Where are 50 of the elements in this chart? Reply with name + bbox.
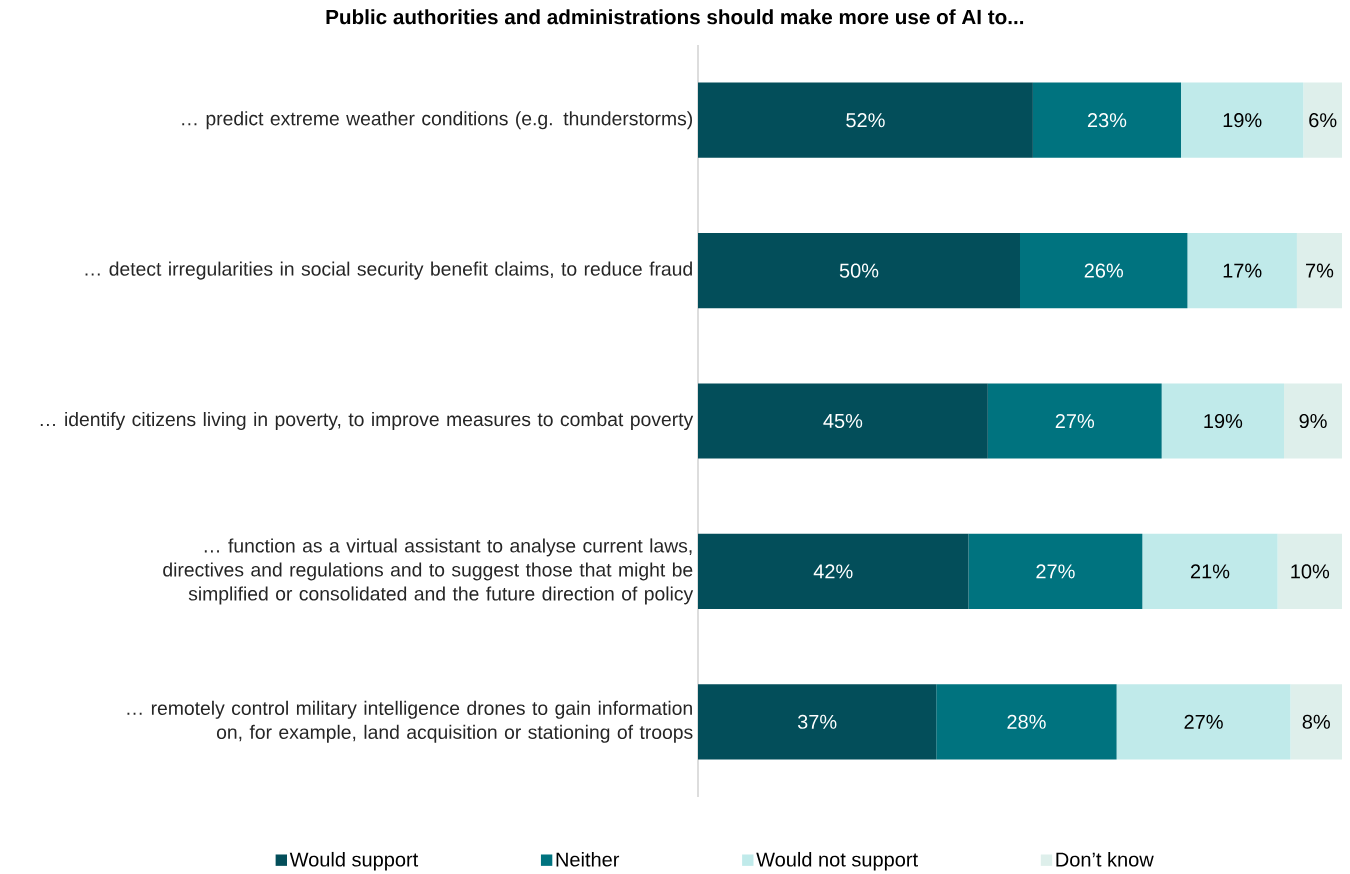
legend-label: Neither (556, 852, 620, 867)
data-label: 45% (823, 414, 863, 429)
data-label: 26% (1084, 263, 1124, 278)
data-label: 21% (1190, 564, 1230, 579)
data-label: 23% (1087, 113, 1127, 128)
bar (1290, 684, 1342, 760)
bar (1296, 233, 1342, 309)
bar (1032, 82, 1181, 158)
bar (968, 533, 1143, 610)
data-label: 19% (1204, 414, 1243, 429)
bar (698, 82, 1033, 158)
bar (1161, 383, 1285, 459)
bar (698, 383, 988, 459)
data-label: 6% (1309, 113, 1337, 128)
y-tick-label: … remotely control military intelligence drones to gain information on, for example, land acquisition or stationing of troops (127, 700, 693, 743)
bar (936, 684, 1117, 760)
data-label: 10% (1291, 564, 1330, 579)
data-label: 7% (1306, 263, 1334, 278)
bar (1303, 82, 1342, 158)
bar (698, 684, 937, 760)
legend-label: Don’t know (1056, 852, 1154, 867)
data-label: 42% (813, 564, 853, 579)
data-label: 17% (1223, 263, 1262, 278)
data-label: 27% (1184, 714, 1223, 729)
y-tick-label: … predict extreme weather conditions (e.g. thunderstorms) (182, 111, 693, 130)
chart-title: Public authorities and administrations should make more use of AI to... (326, 9, 1024, 25)
data-label: 27% (1036, 564, 1075, 579)
data-label: 28% (1007, 714, 1046, 729)
bar (1142, 533, 1278, 610)
bar (987, 383, 1162, 459)
bar (1020, 233, 1188, 309)
data-label: 19% (1223, 113, 1262, 128)
data-label: 52% (846, 113, 885, 128)
legend-label: Would support (289, 852, 419, 871)
data-label: 27% (1055, 414, 1095, 429)
bar (1284, 383, 1342, 459)
y-tick-label: … function as a virtual assistant to analyse current laws, directives and regulations and to suggest those that might be simplified or consolidated and the future direction of policy (163, 538, 694, 605)
bar (698, 533, 969, 610)
bar (1187, 233, 1297, 309)
data-label: 50% (839, 263, 879, 278)
data-label: 8% (1302, 714, 1330, 729)
data-label: 9% (1299, 414, 1327, 429)
bar (1277, 533, 1342, 610)
y-tick-label: … identify citizens living in poverty, to improve measures to combat poverty (40, 412, 694, 431)
y-tick-label: … detect irregularities in social security benefit claims, to reduce fraud (85, 261, 692, 280)
bar (698, 233, 1020, 309)
bar (1181, 82, 1304, 158)
data-label: 37% (797, 714, 837, 729)
legend-label: Would not support (756, 852, 918, 871)
bar (1116, 684, 1291, 760)
